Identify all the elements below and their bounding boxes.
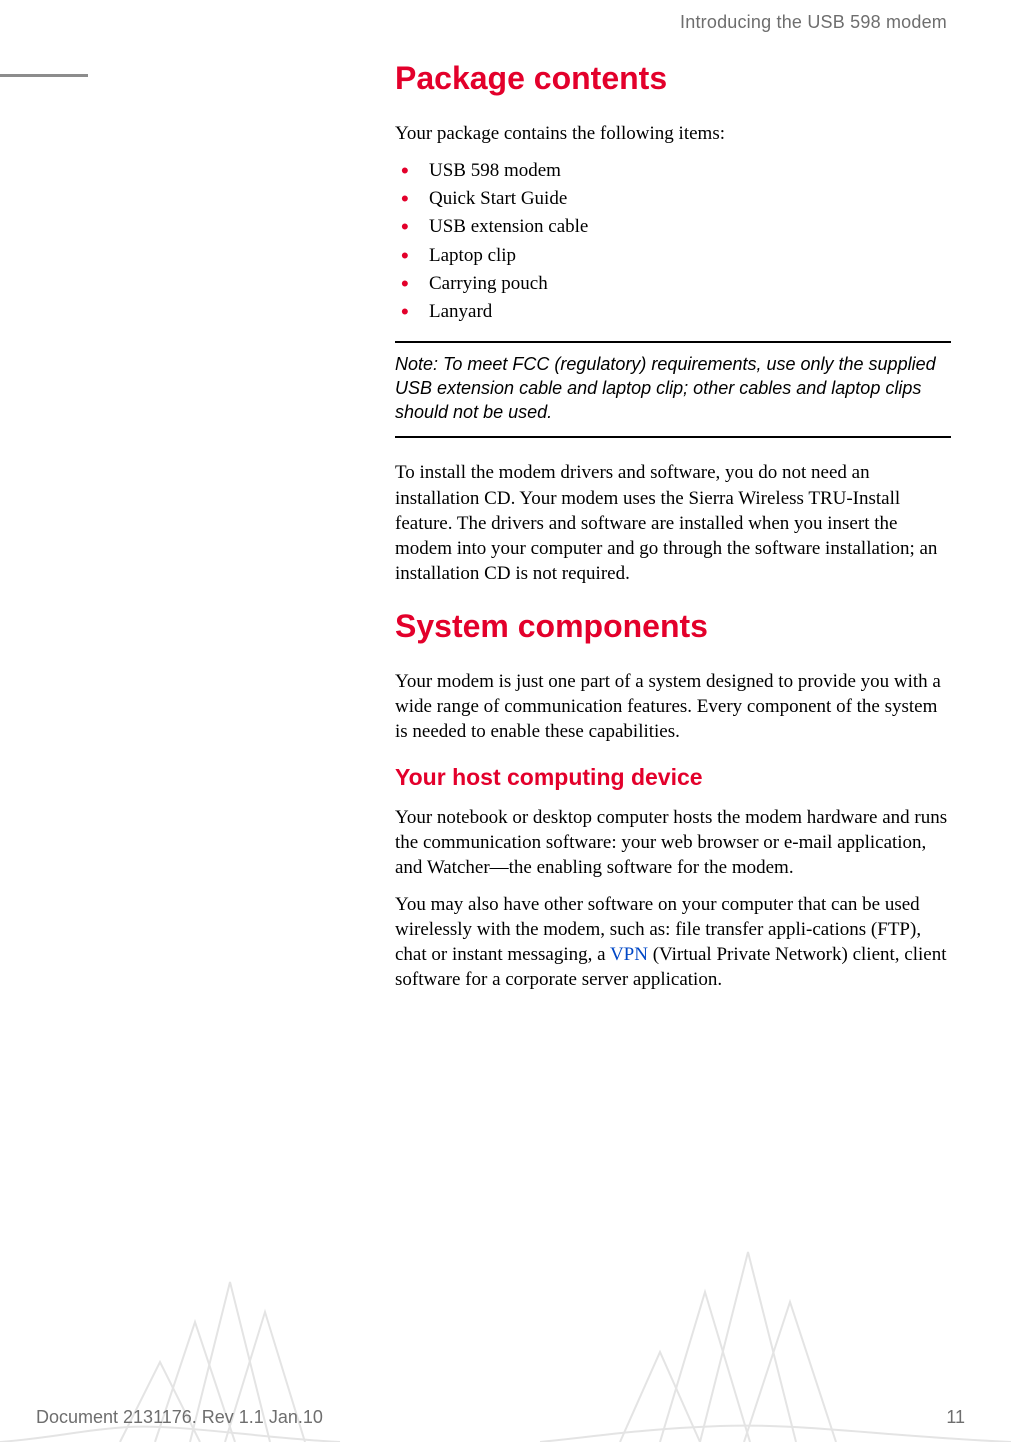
list-item: USB extension cable (395, 214, 951, 240)
list-item: Carrying pouch (395, 271, 951, 297)
footer-doc-id: Document 2131176. Rev 1.1 Jan.10 (36, 1407, 323, 1428)
list-item: Lanyard (395, 299, 951, 325)
note-body: To meet FCC (regulatory) requirements, u… (395, 354, 936, 422)
system-intro: Your modem is just one part of a system … (395, 669, 951, 744)
host-para-2: You may also have other software on your… (395, 892, 951, 992)
list-item: Laptop clip (395, 243, 951, 269)
left-margin-rule (0, 74, 88, 77)
list-item: USB 598 modem (395, 158, 951, 184)
note-text: Note: To meet FCC (regulatory) requireme… (395, 353, 951, 424)
running-head: Introducing the USB 598 modem (680, 12, 947, 33)
vpn-link[interactable]: VPN (610, 944, 648, 965)
note-block: Note: To meet FCC (regulatory) requireme… (395, 341, 951, 438)
host-para-1: Your notebook or desktop computer hosts … (395, 805, 951, 880)
package-intro: Your package contains the following item… (395, 121, 951, 146)
tru-install-para: To install the modem drivers and softwar… (395, 460, 951, 585)
list-item: Quick Start Guide (395, 186, 951, 212)
package-list: USB 598 modem Quick Start Guide USB exte… (395, 158, 951, 325)
main-content: Package contents Your package contains t… (395, 60, 951, 1004)
page-footer: Document 2131176. Rev 1.1 Jan.10 11 (0, 1400, 1011, 1428)
heading-system-components: System components (395, 608, 951, 645)
note-label: Note: (395, 354, 443, 374)
heading-host-device: Your host computing device (395, 764, 951, 791)
heading-package-contents: Package contents (395, 60, 951, 97)
footer-page-number: 11 (946, 1407, 965, 1428)
